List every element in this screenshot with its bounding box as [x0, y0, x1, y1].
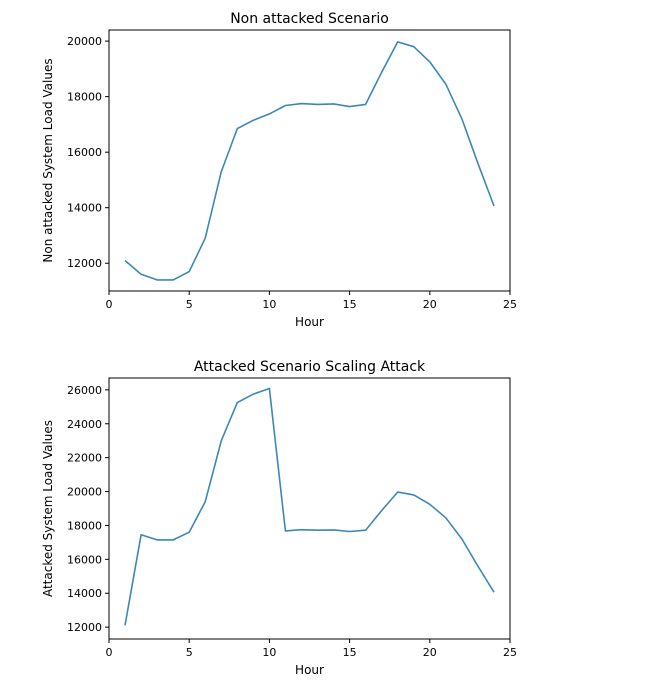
y-tick-label: 20000 [67, 35, 102, 48]
y-tick-label: 26000 [67, 384, 102, 397]
chart-attacked-scaling: Attacked Scenario Scaling Attack Hour At… [41, 359, 517, 677]
series-line-0 [124, 387, 495, 626]
chart-non-attacked: Non attacked Scenario Hour Non attacked … [41, 11, 517, 329]
y-tick-label: 16000 [67, 553, 102, 566]
y-tick-label: 20000 [67, 486, 102, 499]
x-tick-label: 20 [423, 646, 437, 659]
x-tick-label: 0 [106, 298, 113, 311]
y-tick-label: 12000 [67, 257, 102, 270]
x-tick-label: 0 [106, 646, 113, 659]
x-tick-label: 10 [262, 646, 276, 659]
chart-title: Non attacked Scenario [230, 11, 389, 27]
x-tick-label: 25 [503, 646, 517, 659]
x-axis-label: Hour [295, 663, 324, 677]
x-tick-label: 20 [423, 298, 437, 311]
x-tick-label: 15 [343, 646, 357, 659]
x-tick-label: 5 [186, 298, 193, 311]
y-tick-label: 16000 [67, 146, 102, 159]
plot-frame [108, 29, 511, 292]
x-tick-label: 5 [186, 646, 193, 659]
y-tick-label: 18000 [67, 519, 102, 532]
x-tick-label: 15 [343, 298, 357, 311]
plot-frame [108, 377, 511, 640]
x-axis-label: Hour [295, 315, 324, 329]
y-tick-label: 14000 [67, 587, 102, 600]
y-tick-label: 14000 [67, 202, 102, 215]
y-tick-label: 18000 [67, 91, 102, 104]
y-tick-label: 22000 [67, 452, 102, 465]
series-line-0 [124, 41, 495, 281]
chart-title: Attacked Scenario Scaling Attack [194, 359, 426, 375]
y-axis-label: Attacked System Load Values [41, 420, 55, 597]
y-axis-label: Non attacked System Load Values [41, 58, 55, 262]
x-tick-label: 25 [503, 298, 517, 311]
y-tick-label: 24000 [67, 418, 102, 431]
y-tick-label: 12000 [67, 621, 102, 634]
x-tick-label: 10 [262, 298, 276, 311]
